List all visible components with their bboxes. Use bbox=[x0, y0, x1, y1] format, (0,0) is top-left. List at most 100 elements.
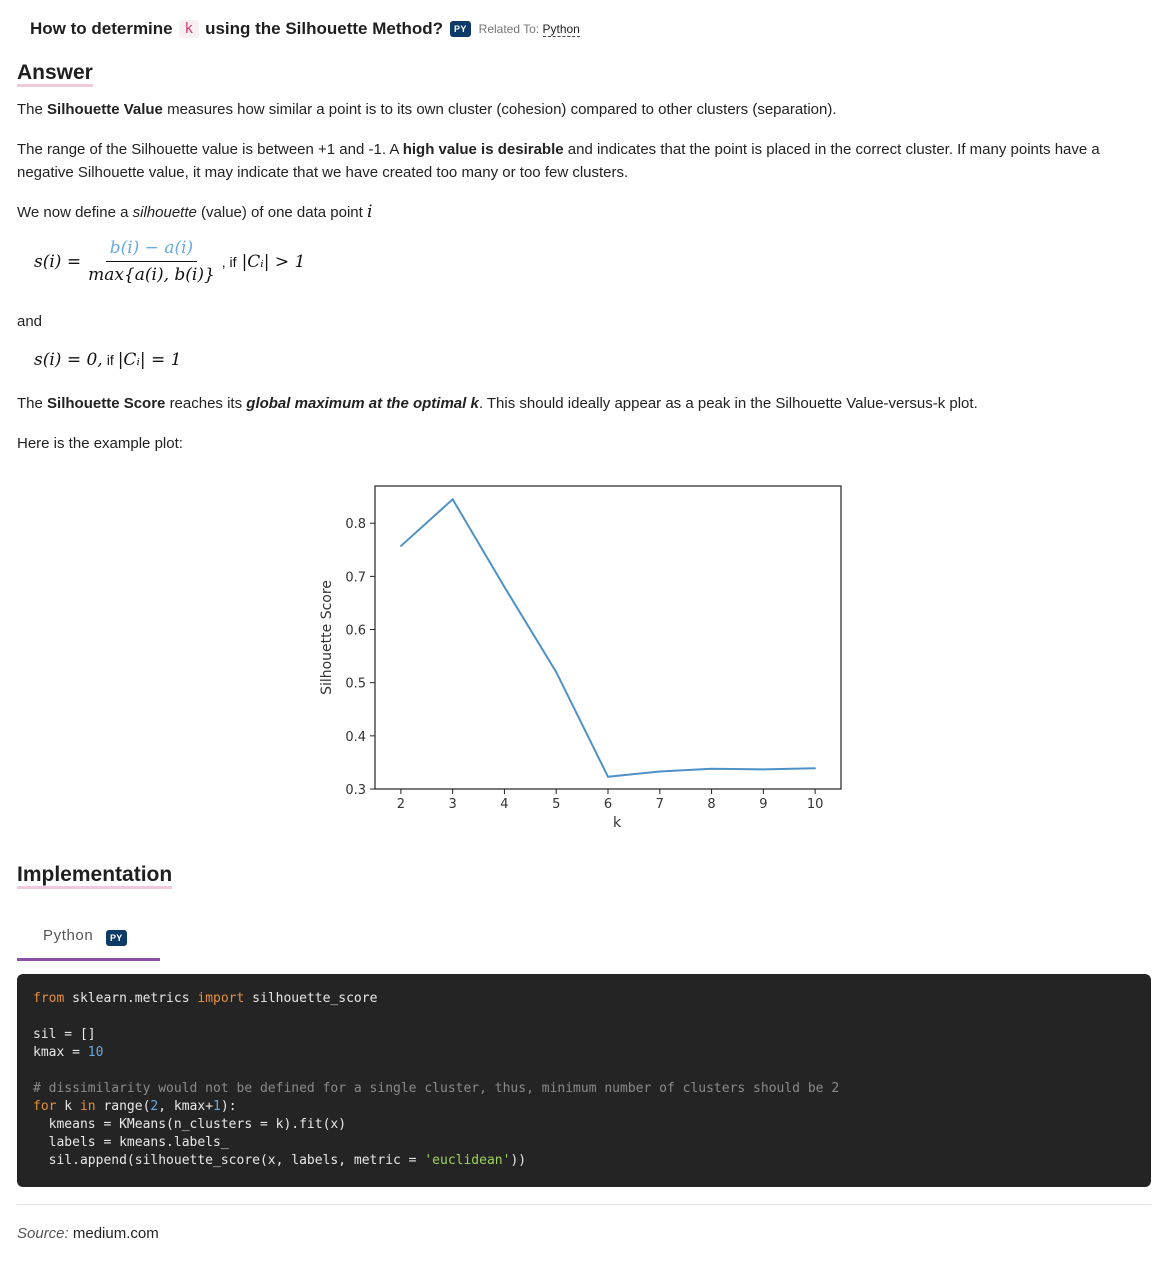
p4-start: The bbox=[17, 395, 43, 412]
p4-mid: reaches its bbox=[169, 395, 243, 412]
p3-start: We now define a bbox=[17, 204, 129, 221]
silhouette-chart: 2 3 4 5 6 7 8 9 10 0.3 0.4 0.5 0.6 0.7 0.8 k Silhouette … bbox=[319, 485, 842, 831]
p3-var: i bbox=[366, 202, 373, 222]
code-var-k: k bbox=[56, 1099, 80, 1114]
x-tick-label: 9 bbox=[759, 797, 767, 812]
p4-bold: Silhouette Score bbox=[47, 395, 166, 412]
plot-frame bbox=[374, 485, 842, 790]
x-tick-label: 3 bbox=[449, 797, 457, 812]
x-tick-label: 10 bbox=[807, 797, 824, 812]
data-point bbox=[451, 498, 454, 501]
code-line-kmeans: kmeans = KMeans(n_clusters = k).fit(x) bbox=[33, 1117, 347, 1132]
code-range: range( bbox=[95, 1099, 151, 1114]
y-tick-label: 0.3 bbox=[345, 783, 366, 798]
tab-python-label: Python bbox=[43, 927, 94, 944]
paragraph-define: We now define a silhouette (value) of on… bbox=[17, 201, 372, 224]
y-tick-label: 0.8 bbox=[345, 517, 366, 532]
p1-rest: measures how similar a point is to its o… bbox=[167, 101, 837, 118]
code-comment: # dissimilarity would not be defined for… bbox=[33, 1081, 840, 1096]
question-title-prefix: How to determine bbox=[30, 19, 173, 38]
source-label: Source: bbox=[17, 1225, 69, 1242]
y-tick-label: 0.7 bbox=[345, 570, 366, 585]
x-tick-label: 4 bbox=[500, 797, 508, 812]
tab-python[interactable]: Python PY bbox=[17, 920, 160, 961]
p2-bold: high value is desirable bbox=[402, 141, 564, 158]
code-num-1: 1 bbox=[213, 1099, 221, 1114]
example-plot-text: Here is the example plot: bbox=[17, 435, 183, 452]
code-kw-for: for bbox=[33, 1099, 57, 1114]
data-point bbox=[607, 775, 609, 778]
code-line-sil: sil = [] bbox=[33, 1027, 96, 1042]
source-line: Source: medium.com bbox=[17, 1225, 159, 1242]
implementation-heading: Implementation bbox=[17, 864, 173, 889]
related-python-link[interactable]: Python bbox=[542, 22, 580, 37]
p2-rest: and indicates that the point is placed i… bbox=[17, 141, 1100, 181]
eq1-fraction: b(i) − a(i) max{a(i), b(i)} bbox=[84, 238, 219, 285]
x-tick-label: 8 bbox=[707, 797, 715, 812]
data-point bbox=[658, 770, 661, 773]
eq1-if: , if bbox=[221, 253, 237, 270]
data-point bbox=[555, 671, 558, 673]
p1-start: The bbox=[17, 101, 43, 118]
code-num-2: 2 bbox=[150, 1099, 159, 1114]
data-point bbox=[762, 768, 765, 771]
code-block[interactable]: from sklearn.metrics import silhouette_s… bbox=[17, 974, 1151, 1187]
answer-section: Answer bbox=[17, 62, 93, 87]
paragraph-range: The range of the Silhouette value is bet… bbox=[17, 138, 1147, 184]
code-kw-import: import bbox=[197, 991, 245, 1006]
eq1-lhs: s(i) = bbox=[34, 251, 82, 272]
k-code-chip: k bbox=[178, 20, 200, 38]
y-axis-label: Silhouette Score bbox=[319, 580, 335, 695]
p3-rest: (value) of one data point bbox=[201, 204, 363, 221]
code-line-append: sil.append(silhouette_score(x, labels, m… bbox=[33, 1153, 425, 1168]
code-kw-from: from bbox=[33, 991, 65, 1006]
x-axis-label: k bbox=[613, 815, 622, 831]
code-kw-in: in bbox=[79, 1099, 96, 1114]
data-point bbox=[400, 545, 402, 547]
tab-python-badge: PY bbox=[106, 930, 127, 946]
answer-heading: Answer bbox=[17, 62, 93, 87]
related-label: Related To: bbox=[478, 22, 540, 36]
question-title-suffix: using the Silhouette Method? bbox=[205, 19, 444, 38]
code-import-name: silhouette_score bbox=[244, 991, 378, 1006]
question-title: How to determine k using the Silhouette … bbox=[30, 19, 580, 39]
p2-start: The range of the Silhouette value is bet… bbox=[17, 141, 399, 158]
paragraph-score: The Silhouette Score reaches its global … bbox=[17, 392, 1147, 415]
equation-silhouette: s(i) = b(i) − a(i) max{a(i), b(i)} , if … bbox=[34, 238, 305, 285]
y-tick-label: 0.6 bbox=[345, 624, 366, 639]
p1-bold: Silhouette Value bbox=[47, 101, 163, 118]
and-text: and bbox=[17, 313, 43, 330]
p4-rest: . This should ideally appear as a peak i… bbox=[478, 395, 978, 412]
y-tick-label: 0.5 bbox=[345, 677, 366, 692]
data-point bbox=[814, 767, 816, 770]
x-tick-label: 6 bbox=[604, 797, 612, 812]
code-string-euclidean: 'euclidean' bbox=[424, 1153, 511, 1168]
p3-italic: silhouette bbox=[132, 204, 197, 221]
code-line-labels: labels = kmeans.labels_ bbox=[33, 1135, 229, 1150]
divider bbox=[17, 1204, 1151, 1205]
paragraph-silhouette-value: The Silhouette Value measures how simila… bbox=[17, 98, 1147, 121]
y-tick-label: 0.4 bbox=[345, 730, 366, 745]
code-range-end: ): bbox=[220, 1099, 237, 1114]
eq2-lhs: s(i) = 0, bbox=[34, 350, 103, 370]
code-line-append-end: )) bbox=[510, 1153, 527, 1168]
equation-singleton: s(i) = 0, if |Cᵢ| = 1 bbox=[34, 350, 181, 370]
eq1-denominator: max{a(i), b(i)} bbox=[88, 265, 215, 285]
data-point bbox=[710, 768, 713, 770]
eq1-numerator: b(i) − a(i) bbox=[105, 238, 198, 262]
data-point bbox=[503, 586, 506, 588]
code-line-kmax: kmax = bbox=[33, 1045, 88, 1060]
implementation-section: Implementation bbox=[17, 864, 173, 889]
related-to: Related To: Python bbox=[478, 22, 580, 37]
code-text: from sklearn.metrics import silhouette_s… bbox=[33, 990, 839, 1170]
x-tick-label: 5 bbox=[552, 797, 560, 812]
code-range-mid: , kmax+ bbox=[158, 1099, 214, 1114]
code-num-10: 10 bbox=[87, 1045, 104, 1060]
eq1-condition: |Cᵢ| > 1 bbox=[241, 251, 306, 272]
eq2-if: if bbox=[106, 352, 114, 368]
source-value[interactable]: medium.com bbox=[72, 1225, 159, 1242]
p4-bold-italic: global maximum at the optimal k bbox=[246, 395, 479, 412]
x-tick-label: 2 bbox=[397, 797, 405, 812]
x-tick-label: 7 bbox=[656, 797, 664, 812]
code-module: sklearn.metrics bbox=[64, 991, 198, 1006]
